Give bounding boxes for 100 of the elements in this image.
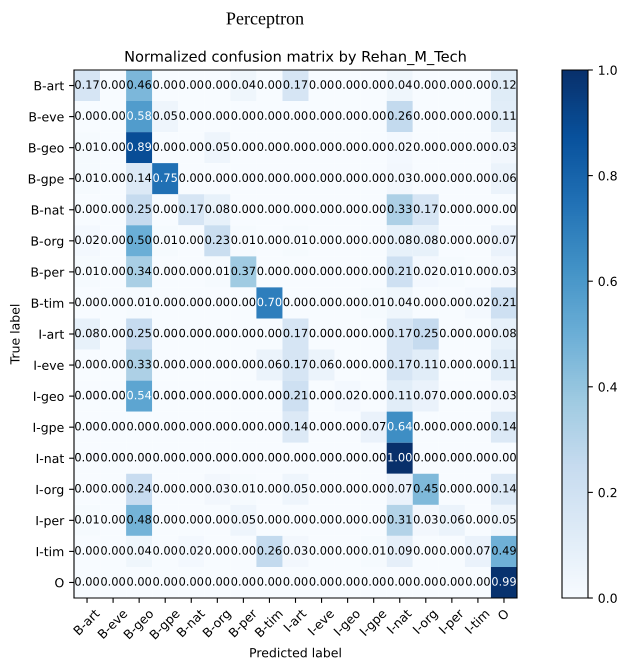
y-tick-label: I-org bbox=[36, 484, 64, 497]
data-label: 0.00 bbox=[310, 515, 334, 524]
data-label: 0.00 bbox=[466, 452, 490, 462]
color-bar-label: 0.4 bbox=[598, 382, 617, 392]
data-label: 0.00 bbox=[440, 328, 464, 338]
data-label: 0.00 bbox=[231, 546, 256, 555]
data-label: 0.00 bbox=[362, 390, 386, 400]
data-label: 0.00 bbox=[75, 360, 99, 368]
data-label: 0.02 bbox=[179, 546, 203, 555]
data-label: 0.00 bbox=[153, 390, 178, 400]
data-label: 0.00 bbox=[336, 80, 360, 89]
data-label: 0.08 bbox=[205, 204, 230, 214]
data-label: 0.00 bbox=[179, 298, 204, 306]
data-label: 0.03 bbox=[492, 266, 516, 276]
data-label: 0.00 bbox=[388, 577, 412, 586]
data-label: 0.00 bbox=[231, 390, 256, 400]
data-label: 0.00 bbox=[153, 452, 178, 462]
data-label: 0.00 bbox=[492, 204, 516, 214]
data-label: 0.00 bbox=[492, 452, 516, 462]
data-label: 0.00 bbox=[362, 173, 386, 182]
data-label: 0.00 bbox=[101, 204, 126, 214]
data-label: 0.00 bbox=[310, 546, 334, 555]
data-label: 0.08 bbox=[388, 236, 412, 244]
data-label: 0.00 bbox=[179, 577, 204, 586]
data-label: 0.00 bbox=[466, 204, 490, 214]
data-label: 0.00 bbox=[179, 328, 204, 338]
data-label: 0.00 bbox=[310, 266, 334, 276]
data-label: 0.00 bbox=[153, 515, 178, 524]
data-label: 0.06 bbox=[440, 515, 464, 524]
data-label: 0.00 bbox=[231, 298, 256, 306]
data-label: 0.00 bbox=[310, 390, 334, 400]
data-label: 0.00 bbox=[75, 484, 99, 493]
y-tick-label: B-tim bbox=[32, 298, 64, 308]
data-label: 0.00 bbox=[310, 80, 334, 89]
data-label: 0.00 bbox=[336, 452, 360, 462]
data-label: 0.00 bbox=[362, 577, 386, 586]
data-label: 0.00 bbox=[362, 204, 386, 214]
color-bar-label: 0.6 bbox=[598, 276, 617, 286]
data-label: 0.00 bbox=[362, 111, 386, 120]
data-label: 0.00 bbox=[258, 422, 282, 430]
data-label: 0.25 bbox=[127, 204, 151, 214]
data-label: 0.14 bbox=[492, 484, 516, 493]
data-label: 0.07 bbox=[362, 422, 386, 430]
data-label: 0.00 bbox=[284, 577, 308, 586]
data-label: 0.00 bbox=[179, 484, 204, 493]
data-label: 0.06 bbox=[310, 360, 334, 368]
data-label: 0.24 bbox=[127, 484, 152, 493]
y-tick-label: I-per bbox=[36, 516, 64, 528]
data-label: 0.00 bbox=[414, 577, 438, 586]
data-label: 0.00 bbox=[336, 484, 360, 493]
data-label: 0.00 bbox=[310, 173, 334, 182]
data-label: 0.00 bbox=[414, 422, 438, 430]
data-label: 0.00 bbox=[205, 452, 230, 462]
data-label: 0.17 bbox=[179, 204, 203, 214]
data-label: 0.00 bbox=[205, 422, 230, 430]
data-label: 0.00 bbox=[336, 298, 360, 306]
y-tick-label: B-geo bbox=[29, 143, 64, 155]
data-label: 0.07 bbox=[492, 236, 516, 244]
data-label: 0.00 bbox=[466, 390, 490, 400]
data-label: 0.00 bbox=[466, 484, 490, 493]
data-label: 0.00 bbox=[336, 422, 360, 430]
data-label: 0.09 bbox=[388, 546, 412, 555]
data-label: 0.00 bbox=[75, 577, 99, 586]
data-label: 0.01 bbox=[75, 515, 99, 524]
data-label: 0.01 bbox=[362, 298, 386, 306]
data-label: 0.00 bbox=[310, 204, 334, 214]
data-label: 0.00 bbox=[258, 142, 282, 151]
data-label: 0.00 bbox=[284, 298, 308, 306]
data-label: 0.01 bbox=[75, 173, 99, 182]
data-label: 0.00 bbox=[205, 515, 230, 524]
data-label: 0.00 bbox=[440, 484, 464, 493]
data-label: 0.34 bbox=[127, 266, 152, 276]
data-label: 0.00 bbox=[284, 266, 308, 276]
data-label: 0.00 bbox=[284, 452, 308, 462]
data-label: 0.46 bbox=[127, 80, 152, 89]
data-label: 0.00 bbox=[466, 422, 490, 430]
data-label: 0.00 bbox=[101, 577, 126, 586]
data-label: 0.00 bbox=[153, 422, 178, 430]
data-label: 0.02 bbox=[388, 142, 412, 151]
data-label: 0.04 bbox=[388, 298, 412, 306]
data-label: 0.00 bbox=[466, 360, 490, 368]
data-label: 0.00 bbox=[127, 577, 152, 586]
data-label: 0.01 bbox=[153, 236, 177, 244]
data-label: 0.01 bbox=[440, 266, 464, 276]
chart-subtitle: Normalized confusion matrix by Rehan_M_Tech bbox=[126, 50, 466, 66]
data-label: 0.99 bbox=[492, 577, 516, 586]
y-tick-label: B-eve bbox=[30, 112, 64, 122]
data-label: 0.00 bbox=[101, 266, 126, 276]
data-label: 0.00 bbox=[179, 360, 204, 368]
data-label: 0.00 bbox=[101, 142, 126, 151]
data-label: 0.21 bbox=[388, 266, 412, 276]
data-label: 0.00 bbox=[466, 142, 490, 151]
y-tick-label: O bbox=[55, 578, 64, 588]
data-label: 0.00 bbox=[440, 142, 464, 151]
x-tick-label: O bbox=[496, 608, 510, 622]
data-label: 0.21 bbox=[492, 298, 516, 306]
data-label: 0.00 bbox=[75, 298, 99, 306]
data-label: 0.00 bbox=[153, 328, 178, 338]
data-label: 0.00 bbox=[205, 111, 230, 120]
data-label: 0.11 bbox=[492, 360, 516, 368]
